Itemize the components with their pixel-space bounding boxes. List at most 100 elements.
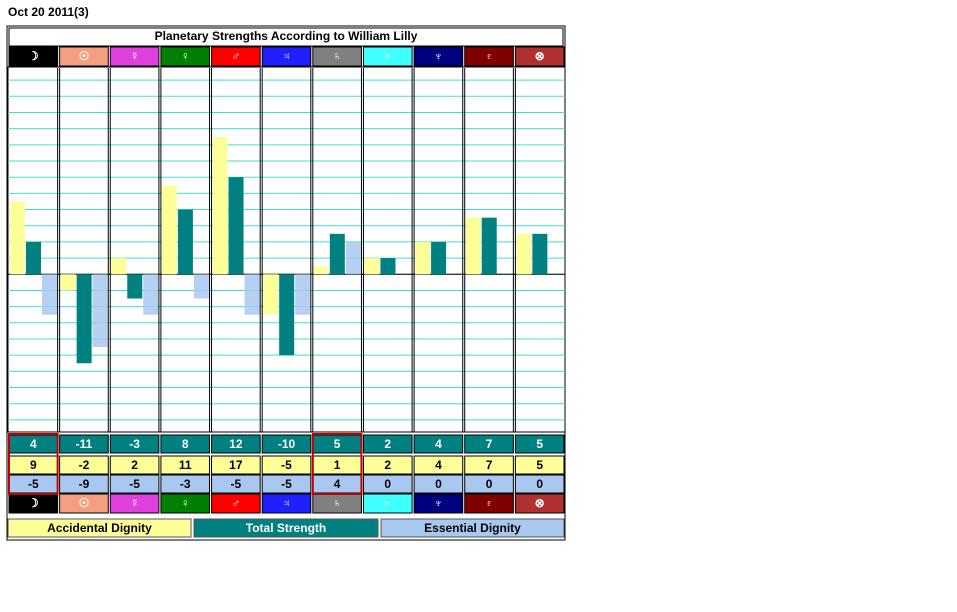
table-value: 0 bbox=[435, 477, 442, 491]
table-cell bbox=[211, 455, 261, 475]
table-value: 5 bbox=[536, 458, 543, 472]
table-cell bbox=[514, 474, 565, 494]
bar bbox=[481, 217, 497, 275]
bar bbox=[431, 241, 447, 275]
table-value: 0 bbox=[536, 477, 543, 491]
footer-glyph: ☿ bbox=[130, 496, 139, 510]
footer-glyph-cell bbox=[362, 493, 413, 514]
table-cell bbox=[362, 474, 413, 494]
table-value: 0 bbox=[486, 477, 493, 491]
bar bbox=[295, 274, 311, 315]
header-glyph: ☉ bbox=[79, 49, 90, 63]
footer-glyph-cell bbox=[261, 493, 312, 514]
bar bbox=[364, 258, 380, 275]
header-glyph-cell bbox=[514, 46, 565, 67]
plot-area bbox=[7, 66, 566, 433]
footer-glyph: ♄ bbox=[333, 496, 342, 510]
footer-glyph-cell bbox=[59, 493, 109, 514]
table-value: 9 bbox=[30, 458, 37, 472]
footer-glyph: ♀ bbox=[181, 496, 190, 510]
table-value: 1 bbox=[334, 458, 341, 472]
header-glyph: ♄ bbox=[333, 49, 342, 63]
table-value: 17 bbox=[229, 458, 243, 472]
chart-title: Planetary Strengths According to William… bbox=[155, 29, 418, 43]
table-value: 2 bbox=[384, 437, 391, 451]
footer-glyph: ☽ bbox=[28, 496, 39, 510]
table-value: 4 bbox=[30, 437, 37, 451]
header-glyph: ♆ bbox=[434, 49, 443, 63]
table-cell bbox=[160, 455, 211, 475]
bar bbox=[143, 274, 159, 315]
table-cell bbox=[464, 434, 514, 454]
header-glyph-cell bbox=[8, 46, 59, 67]
table-value: -5 bbox=[231, 477, 242, 491]
bar bbox=[263, 274, 279, 315]
header-glyph-cell bbox=[109, 46, 160, 67]
table-value: -5 bbox=[129, 477, 140, 491]
footer-glyph-cell bbox=[160, 493, 211, 514]
table-value: 12 bbox=[229, 437, 243, 451]
table-value: 11 bbox=[179, 458, 192, 472]
table-cell bbox=[464, 474, 514, 494]
footer-glyph: ♅ bbox=[383, 496, 392, 510]
table-value: 4 bbox=[334, 477, 341, 491]
header-glyph: ♅ bbox=[383, 49, 392, 63]
bar bbox=[415, 241, 431, 275]
date-label: Oct 20 2011(3) bbox=[8, 5, 89, 19]
bar bbox=[313, 266, 329, 275]
table-cell bbox=[160, 474, 211, 494]
table-value: 0 bbox=[384, 477, 391, 491]
legend-label: Total Strength bbox=[246, 521, 326, 535]
table-value: 5 bbox=[536, 437, 543, 451]
table-value: -10 bbox=[278, 437, 296, 451]
header-glyph: ♃ bbox=[282, 49, 291, 63]
header-glyph-cell bbox=[413, 46, 464, 67]
table-value: -5 bbox=[28, 477, 39, 491]
table-value: -11 bbox=[76, 437, 93, 451]
table-cell bbox=[109, 474, 160, 494]
bar bbox=[26, 241, 41, 275]
header-glyph: ☿ bbox=[130, 49, 139, 63]
table-value: -5 bbox=[281, 477, 292, 491]
footer-glyph: ☉ bbox=[79, 496, 90, 510]
header-glyph-cell bbox=[464, 46, 514, 67]
table-cell bbox=[514, 434, 565, 454]
legend-swatch bbox=[193, 518, 379, 538]
bar bbox=[60, 274, 76, 291]
footer-glyph: ♆ bbox=[434, 496, 443, 510]
table-cell bbox=[413, 474, 464, 494]
footer-glyph: ♇ bbox=[485, 496, 494, 510]
table-cell bbox=[211, 434, 261, 454]
footer-glyph-cell bbox=[413, 493, 464, 514]
table-value: 2 bbox=[131, 458, 138, 472]
table-value: -5 bbox=[281, 458, 292, 472]
footer-glyph-cell bbox=[464, 493, 514, 514]
table-cell bbox=[261, 455, 312, 475]
table-cell bbox=[59, 455, 109, 475]
header-glyph-cell bbox=[160, 46, 211, 67]
table-cell bbox=[261, 474, 312, 494]
highlight-box bbox=[311, 433, 363, 495]
bar bbox=[516, 233, 532, 275]
footer-glyph: ♂ bbox=[231, 496, 240, 510]
table-cell bbox=[514, 455, 565, 475]
bar bbox=[380, 258, 396, 275]
footer-glyph: ⊗ bbox=[535, 496, 545, 510]
header-glyph-cell bbox=[261, 46, 312, 67]
table-value: 2 bbox=[384, 458, 391, 472]
bar bbox=[193, 274, 209, 299]
bar bbox=[42, 274, 57, 315]
bar bbox=[10, 201, 25, 275]
table-value: 4 bbox=[435, 437, 442, 451]
table-value: 4 bbox=[435, 458, 442, 472]
header-glyph: ♇ bbox=[485, 49, 494, 63]
highlight-box bbox=[8, 433, 59, 495]
header-glyph-cell bbox=[362, 46, 413, 67]
header-glyph: ♀ bbox=[181, 49, 190, 63]
legend-swatch bbox=[7, 518, 192, 538]
footer-glyph-cell bbox=[211, 493, 261, 514]
bar bbox=[279, 274, 295, 356]
bar bbox=[127, 274, 143, 299]
